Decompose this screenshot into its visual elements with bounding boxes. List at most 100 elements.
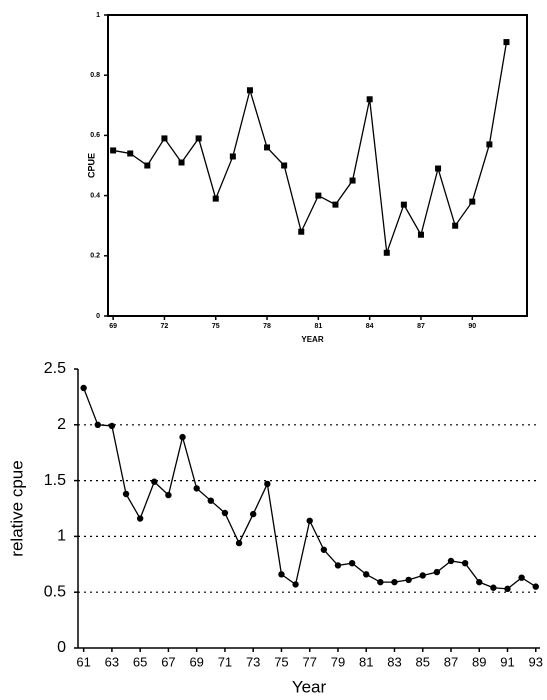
data-point [476, 578, 483, 586]
x-tick-label: 81 [314, 323, 322, 330]
x-axis-label: YEAR [301, 335, 323, 344]
x-tick-label: 63 [105, 654, 119, 669]
data-point [349, 177, 356, 184]
data-point [320, 546, 328, 553]
data-point [490, 584, 497, 591]
x-tick-label: 87 [444, 654, 458, 669]
data-point [383, 249, 390, 256]
y-tick-label: 1.5 [44, 472, 66, 489]
x-tick-label: 85 [415, 654, 429, 669]
x-tick-label: 61 [76, 654, 90, 669]
data-point [435, 165, 442, 172]
x-tick-label: 90 [468, 323, 476, 330]
data-point [461, 559, 469, 567]
x-tick-label: 69 [189, 654, 203, 669]
data-point [348, 559, 356, 567]
data-point [127, 150, 134, 157]
x-tick-label: 89 [472, 654, 486, 669]
data-point [264, 480, 271, 488]
x-tick-label: 77 [302, 654, 316, 669]
x-tick-label: 73 [246, 654, 260, 669]
data-line [83, 387, 537, 590]
data-point [278, 571, 285, 578]
data-point [229, 153, 236, 160]
x-tick-label: 79 [331, 654, 345, 669]
y-tick-label: 0.4 [90, 192, 100, 199]
data-point [108, 422, 116, 430]
data-point [179, 433, 186, 441]
data-point [315, 192, 322, 199]
data-point [419, 572, 426, 579]
data-point [221, 509, 229, 517]
data-point [518, 574, 525, 581]
y-tick-label: 1 [57, 528, 66, 545]
x-tick-label: 87 [417, 323, 425, 330]
data-point [334, 562, 342, 569]
y-tick-label: 0.2 [90, 253, 100, 260]
data-point [486, 141, 493, 148]
x-tick-label: 78 [263, 323, 271, 330]
data-point [332, 201, 339, 208]
x-tick-label: 71 [218, 654, 232, 669]
data-point [193, 485, 200, 492]
data-point [306, 517, 313, 524]
data-point [264, 144, 271, 151]
x-tick-label: 84 [366, 323, 374, 330]
data-point [292, 581, 299, 588]
data-point [503, 39, 510, 46]
y-axis-label: CPUE [86, 153, 96, 178]
x-tick-label: 83 [387, 654, 401, 669]
data-point [447, 557, 455, 565]
data-point [532, 583, 539, 590]
x-axis-label: Year [292, 677, 327, 696]
data-point [151, 478, 158, 485]
data-point [504, 585, 511, 593]
y-tick-label: 2 [57, 416, 66, 433]
data-point [207, 497, 215, 504]
data-point [366, 96, 373, 103]
plot-frame [107, 14, 528, 317]
data-point [469, 198, 476, 205]
data-point [235, 539, 243, 547]
data-point [110, 147, 117, 154]
x-tick-label: 93 [529, 654, 543, 669]
data-point [94, 421, 101, 428]
data-point [391, 578, 398, 586]
y-tick-label: 1 [96, 12, 100, 19]
x-tick-label: 67 [161, 654, 175, 669]
data-point [417, 231, 424, 238]
y-tick-label: 0 [57, 639, 66, 656]
data-point [195, 135, 202, 142]
data-point [212, 195, 219, 202]
data-point [144, 162, 151, 169]
data-point [178, 159, 185, 166]
data-point [165, 491, 172, 499]
x-tick-label: 75 [212, 323, 220, 330]
x-tick-label: 65 [133, 654, 147, 669]
data-point [433, 568, 441, 576]
x-tick-label: 69 [109, 323, 117, 330]
data-point [122, 490, 130, 498]
data-point [80, 384, 87, 392]
data-point [249, 510, 257, 518]
data-point [400, 201, 407, 208]
x-tick-label: 72 [161, 323, 169, 330]
y-tick-label: 0 [96, 313, 100, 320]
x-tick-label: 75 [274, 654, 288, 669]
y-tick-label: 0.5 [44, 583, 66, 600]
data-point [298, 228, 305, 235]
y-tick-label: 2.5 [44, 360, 66, 377]
data-point [136, 515, 144, 522]
data-point [281, 162, 288, 169]
x-tick-label: 81 [359, 654, 373, 669]
data-line [113, 41, 508, 254]
data-point [363, 571, 370, 578]
y-axis-label: relative cpue [7, 460, 26, 556]
data-point [161, 135, 168, 142]
x-tick-label: 91 [500, 654, 514, 669]
y-tick-label: 0.6 [90, 132, 100, 139]
y-tick-label: 0.8 [90, 72, 100, 79]
data-point [405, 576, 412, 584]
data-point [246, 87, 253, 94]
